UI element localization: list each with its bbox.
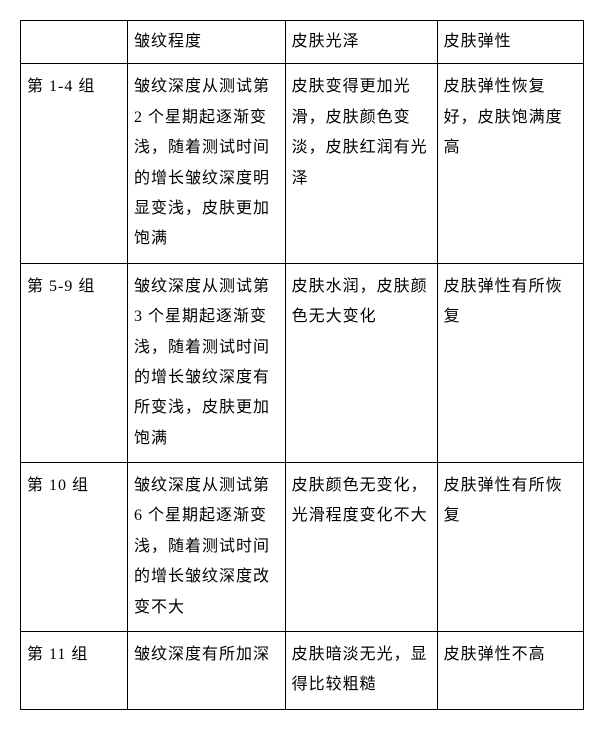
cell-group: 第 5-9 组 — [21, 263, 128, 462]
cell-group: 第 11 组 — [21, 632, 128, 710]
cell-wrinkle: 皱纹深度从测试第 3 个星期起逐渐变浅，随着测试时间的增长皱纹深度有所变浅，皮肤… — [127, 263, 285, 462]
table-row: 第 5-9 组 皱纹深度从测试第 3 个星期起逐渐变浅，随着测试时间的增长皱纹深… — [21, 263, 584, 462]
cell-elastic: 皮肤弹性有所恢复 — [437, 263, 583, 462]
table-row: 第 10 组 皱纹深度从测试第 6 个星期起逐渐变浅，随着测试时间的增长皱纹深度… — [21, 463, 584, 632]
table-row: 第 1-4 组 皱纹深度从测试第 2 个星期起逐渐变浅，随着测试时间的增长皱纹深… — [21, 64, 584, 263]
cell-gloss: 皮肤变得更加光滑，皮肤颜色变淡，皮肤红润有光泽 — [285, 64, 437, 263]
header-elastic: 皮肤弹性 — [437, 21, 583, 64]
table-row: 第 11 组 皱纹深度有所加深 皮肤暗淡无光，显得比较粗糙 皮肤弹性不高 — [21, 632, 584, 710]
cell-group: 第 1-4 组 — [21, 64, 128, 263]
cell-elastic: 皮肤弹性有所恢复 — [437, 463, 583, 632]
results-table: 皱纹程度 皮肤光泽 皮肤弹性 第 1-4 组 皱纹深度从测试第 2 个星期起逐渐… — [20, 20, 584, 710]
cell-wrinkle: 皱纹深度有所加深 — [127, 632, 285, 710]
header-group — [21, 21, 128, 64]
cell-gloss: 皮肤颜色无变化，光滑程度变化不大 — [285, 463, 437, 632]
header-wrinkle: 皱纹程度 — [127, 21, 285, 64]
header-gloss: 皮肤光泽 — [285, 21, 437, 64]
cell-wrinkle: 皱纹深度从测试第 6 个星期起逐渐变浅，随着测试时间的增长皱纹深度改变不大 — [127, 463, 285, 632]
cell-gloss: 皮肤水润，皮肤颜色无大变化 — [285, 263, 437, 462]
cell-gloss: 皮肤暗淡无光，显得比较粗糙 — [285, 632, 437, 710]
table-header-row: 皱纹程度 皮肤光泽 皮肤弹性 — [21, 21, 584, 64]
cell-group: 第 10 组 — [21, 463, 128, 632]
cell-elastic: 皮肤弹性恢复好，皮肤饱满度高 — [437, 64, 583, 263]
cell-elastic: 皮肤弹性不高 — [437, 632, 583, 710]
cell-wrinkle: 皱纹深度从测试第 2 个星期起逐渐变浅，随着测试时间的增长皱纹深度明显变浅，皮肤… — [127, 64, 285, 263]
